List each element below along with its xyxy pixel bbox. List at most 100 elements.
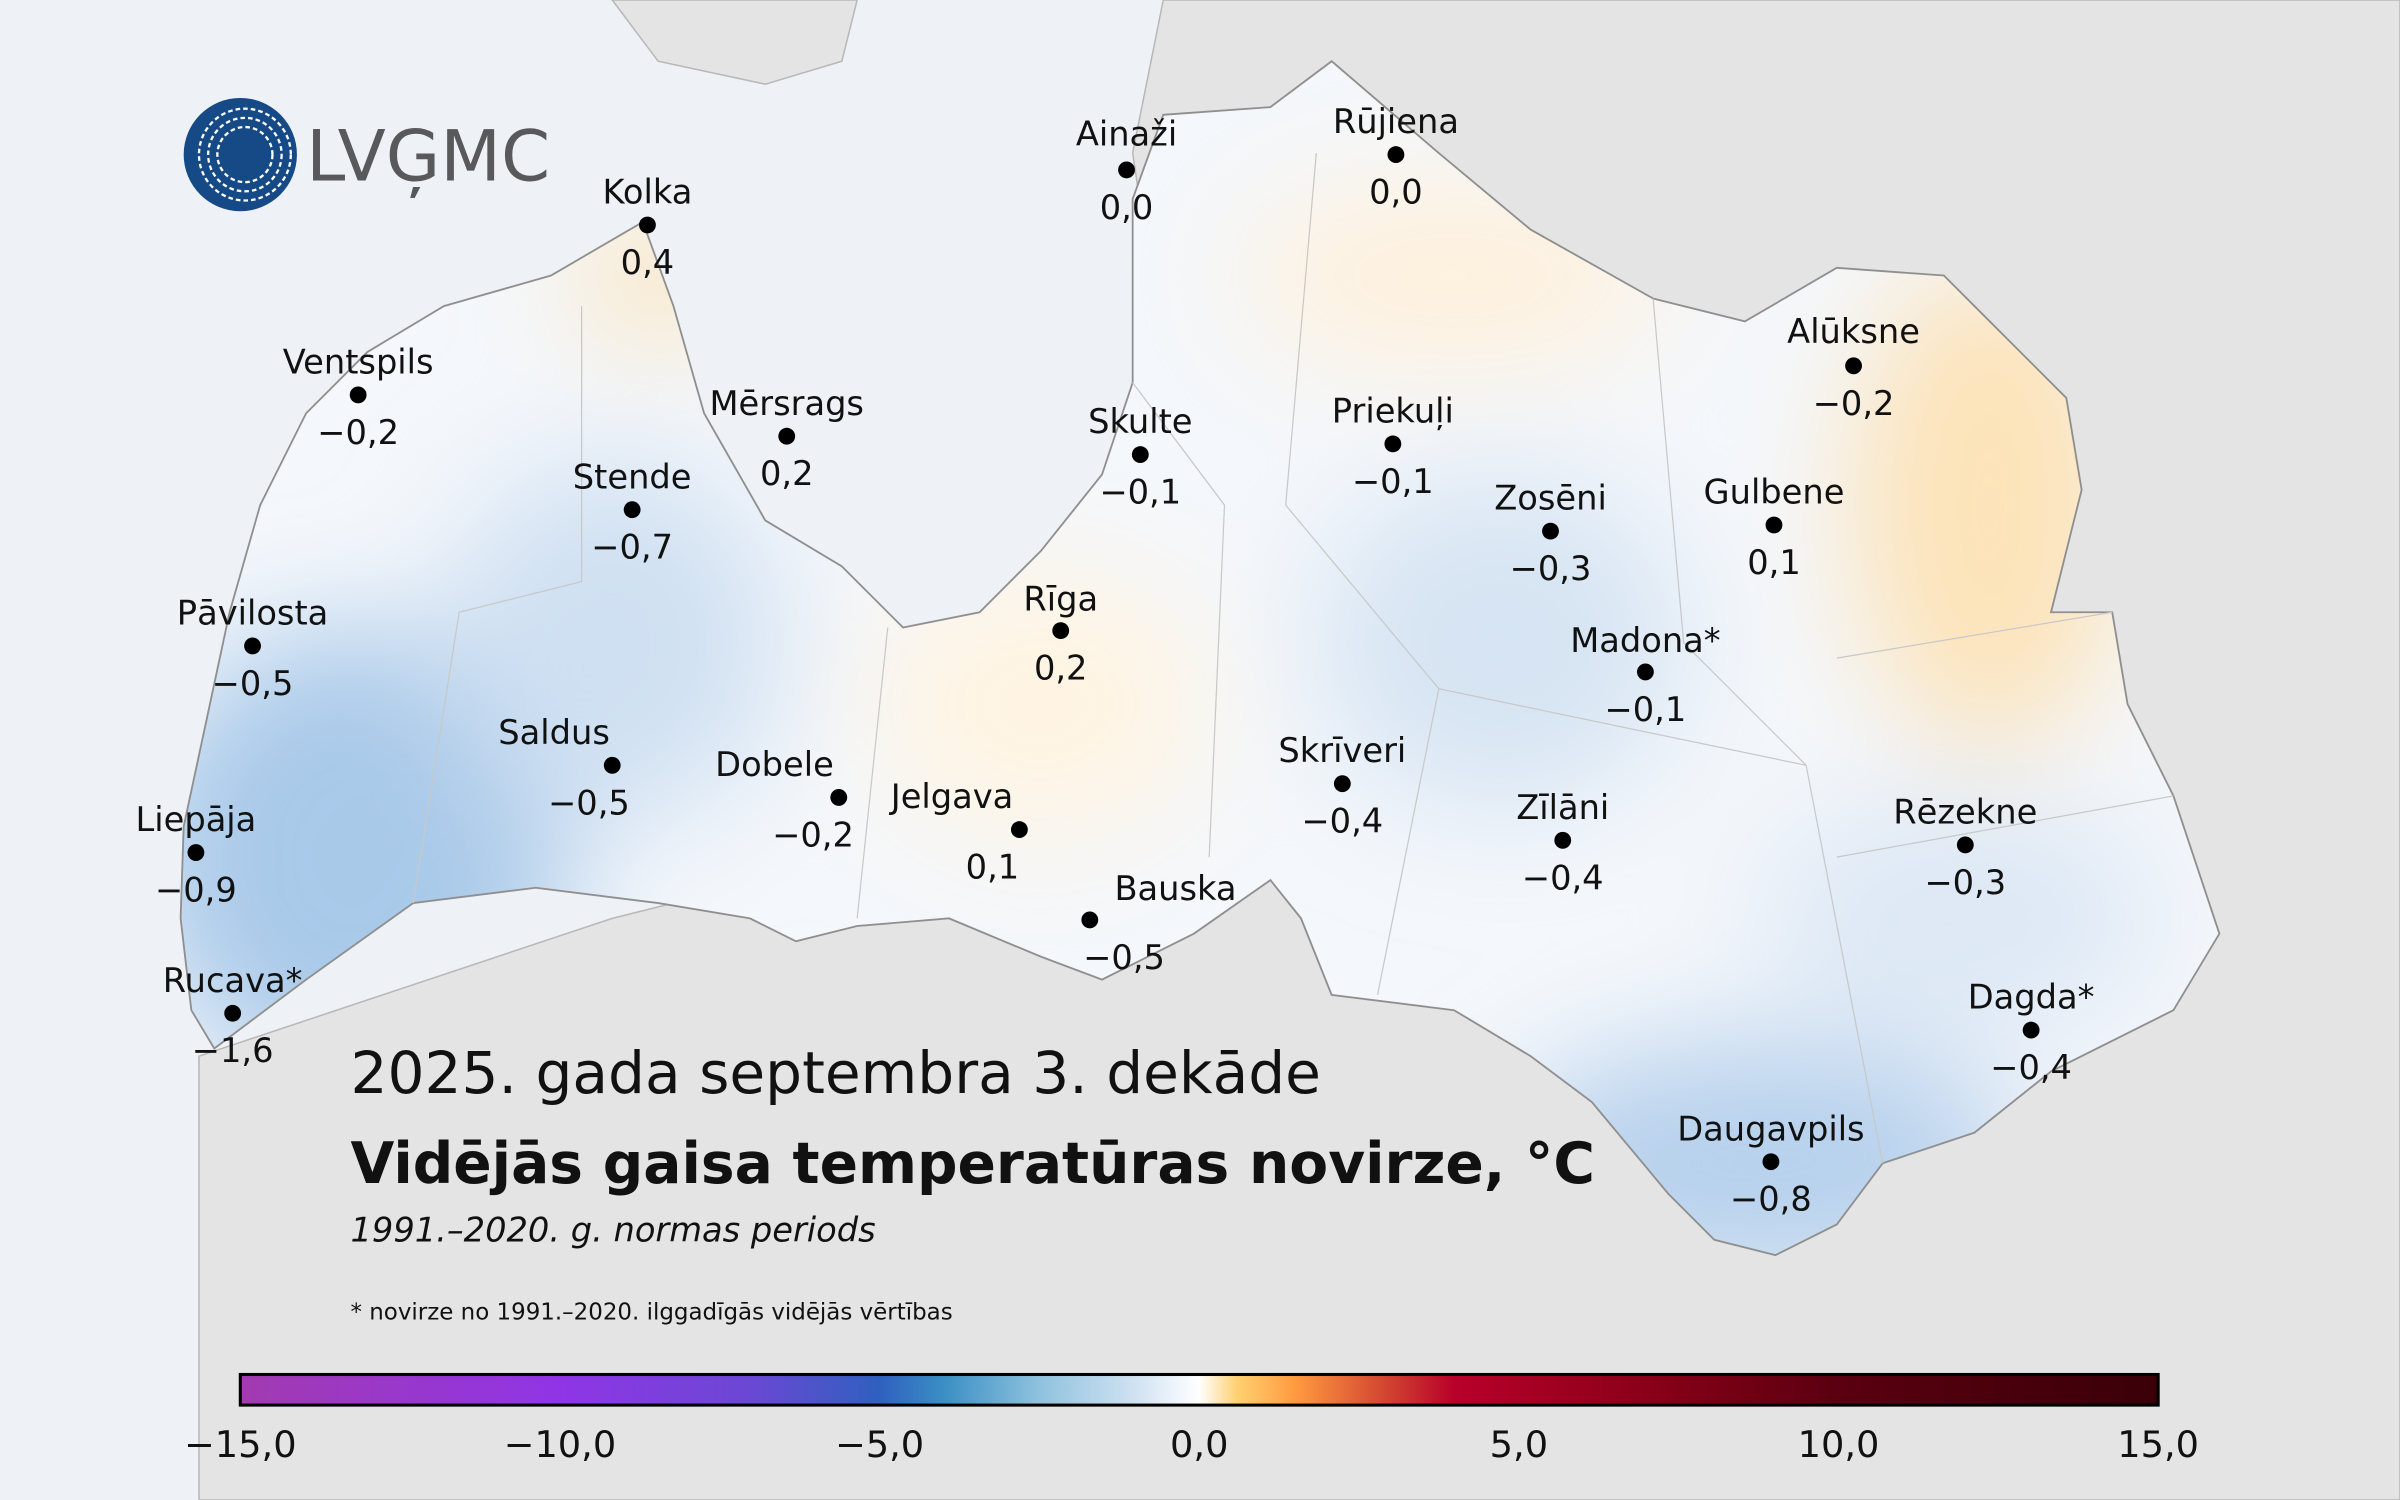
- station-23: Dagda* −0,4: [1968, 978, 2095, 1087]
- station-value: −0,1: [1099, 473, 1181, 512]
- station-name: Rīga: [1023, 580, 1098, 619]
- colorbar-tick: −10,0: [504, 1423, 617, 1466]
- station-5: Skulte −0,1: [1088, 402, 1192, 511]
- station-2: Rūjiena 0,0: [1333, 102, 1459, 211]
- station-value: −0,2: [317, 413, 399, 452]
- island-saaremaa: [611, 0, 858, 85]
- station-dot: [603, 756, 621, 774]
- station-dot: [187, 844, 205, 861]
- station-dot: [623, 501, 641, 519]
- station-dot: [1636, 663, 1654, 681]
- station-name: Kolka: [603, 173, 693, 212]
- station-name: Jelgava: [889, 777, 1014, 816]
- station-value: −0,7: [591, 528, 673, 567]
- station-name: Rucava*: [163, 961, 303, 1000]
- station-value: −0,5: [548, 783, 630, 822]
- colorbar-tick: −5,0: [835, 1423, 924, 1466]
- station-dot: [830, 789, 848, 806]
- station-dot: [2022, 1021, 2040, 1039]
- station-name: Skrīveri: [1278, 731, 1406, 770]
- station-value: −0,5: [1083, 938, 1165, 977]
- station-value: −0,5: [212, 664, 294, 703]
- station-dot: [224, 1004, 242, 1022]
- station-name: Zīlāni: [1516, 788, 1609, 827]
- colorbar-tick: 5,0: [1490, 1423, 1548, 1466]
- station-name: Pāvilosta: [177, 593, 329, 632]
- map-title: 2025. gada septembra 3. dekāde: [351, 1039, 1321, 1107]
- station-value: 0,0: [1369, 173, 1423, 212]
- station-name: Priekuļi: [1332, 391, 1454, 430]
- station-name: Madona*: [1570, 621, 1720, 660]
- station-value: 0,1: [966, 848, 1020, 887]
- station-15: Dobele −0,2: [715, 745, 854, 854]
- station-value: −1,6: [192, 1031, 274, 1070]
- station-name: Daugavpils: [1677, 1109, 1864, 1148]
- station-22: Rucava* −1,6: [163, 961, 303, 1070]
- station-14: Saldus −0,5: [498, 713, 630, 822]
- station-value: −0,3: [1924, 863, 2006, 902]
- station-value: 0,4: [621, 243, 675, 282]
- station-value: 0,2: [1034, 649, 1088, 688]
- station-21: Bauska −0,5: [1081, 869, 1237, 977]
- station-dot: [1052, 622, 1070, 640]
- station-dot: [1333, 775, 1351, 793]
- station-name: Stende: [573, 457, 692, 496]
- station-dot: [1118, 161, 1135, 179]
- station-name: Ainaži: [1076, 114, 1177, 153]
- station-dot: [1542, 522, 1559, 540]
- station-value: −0,2: [1813, 384, 1895, 423]
- station-8: Stende −0,7: [573, 457, 692, 566]
- station-name: Rēzekne: [1893, 792, 2037, 831]
- colorbar-tick: 0,0: [1170, 1423, 1228, 1466]
- station-dot: [244, 637, 261, 655]
- colorbar-tick: 10,0: [1798, 1423, 1880, 1466]
- station-name: Dagda*: [1968, 978, 2095, 1017]
- normal-period: 1991.–2020. g. normas periods: [351, 1210, 876, 1249]
- station-3: Ventspils −0,2: [283, 342, 434, 451]
- colorbar-gradient: [238, 1372, 2160, 1407]
- station-7: Alūksne −0,2: [1787, 312, 1920, 423]
- station-name: Dobele: [715, 745, 834, 784]
- station-name: Gulbene: [1704, 473, 1845, 512]
- station-dot: [1010, 821, 1028, 839]
- station-value: −0,2: [772, 815, 854, 854]
- station-10: Gulbene 0,1: [1704, 473, 1845, 582]
- station-dot: [349, 386, 367, 404]
- logo-text: LVĢMC: [306, 116, 550, 199]
- station-20: Liepāja −0,9: [136, 800, 257, 909]
- station-dot: [1131, 446, 1149, 464]
- stations: Kolka 0,4 Ainaži 0,0 Rūjiena 0,0 Ventspils −0,2…: [136, 102, 2095, 1219]
- station-value: −0,9: [155, 871, 237, 910]
- station-value: 0,2: [760, 454, 814, 493]
- station-dot: [1554, 831, 1572, 849]
- station-dot: [778, 427, 796, 445]
- station-11: Pāvilosta −0,5: [177, 593, 329, 702]
- station-name: Skulte: [1088, 402, 1192, 441]
- station-6: Priekuļi −0,1: [1332, 391, 1454, 500]
- station-value: −0,4: [1301, 802, 1383, 841]
- station-value: 0,1: [1747, 543, 1801, 582]
- station-value: −0,4: [1522, 858, 1604, 897]
- station-17: Skrīveri −0,4: [1278, 731, 1406, 840]
- station-name: Saldus: [498, 713, 610, 752]
- colorbar-tick: −15,0: [184, 1423, 297, 1466]
- station-16: Jelgava 0,1: [889, 777, 1028, 887]
- station-name: Zosēni: [1494, 479, 1607, 518]
- station-dot: [1765, 516, 1783, 534]
- station-value: −0,3: [1510, 549, 1592, 588]
- station-name: Rūjiena: [1333, 102, 1459, 141]
- colorbar-tick: 15,0: [2117, 1423, 2199, 1466]
- station-dot: [1384, 435, 1402, 453]
- station-name: Ventspils: [283, 342, 434, 381]
- station-value: −0,1: [1605, 690, 1687, 729]
- logo-emblem: [183, 97, 297, 212]
- station-18: Zīlāni −0,4: [1516, 788, 1609, 897]
- logo: LVĢMC: [183, 97, 550, 212]
- station-value: −0,4: [1990, 1048, 2072, 1087]
- station-dot: [1956, 836, 1974, 854]
- station-19: Rēzekne −0,3: [1893, 792, 2037, 901]
- station-4: Mērsrags 0,2: [709, 384, 863, 493]
- station-0: Kolka 0,4: [603, 173, 693, 282]
- station-dot: [1845, 357, 1862, 375]
- station-24: Daugavpils −0,8: [1677, 1109, 1864, 1218]
